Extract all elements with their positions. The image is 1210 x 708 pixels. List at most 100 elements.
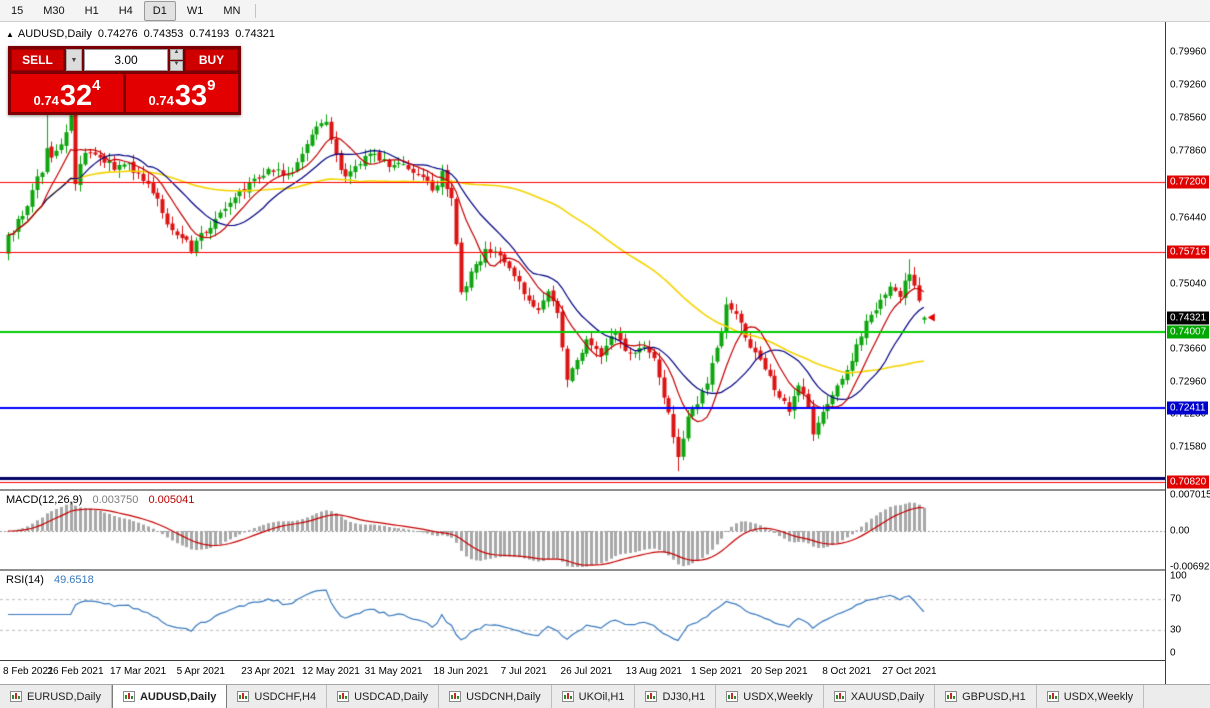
- sell-price-big: 32: [59, 80, 93, 112]
- chart-tab[interactable]: EURUSD,Daily: [0, 685, 112, 708]
- tab-label: XAUUSD,Daily: [850, 690, 925, 703]
- rsi-axis-label: 30: [1170, 624, 1182, 636]
- timeframe-button-d1[interactable]: D1: [143, 0, 176, 21]
- tab-label: AUDUSD,Daily: [139, 690, 217, 703]
- chart-tab[interactable]: AUDUSD,Daily: [111, 685, 228, 708]
- price-axis-badge: 0.75716: [1167, 245, 1210, 259]
- time-axis-label: 26 Jul 2021: [560, 666, 613, 677]
- timeframe-button-m30[interactable]: M30: [43, 4, 65, 17]
- sell-price-prefix: 0.74: [33, 93, 59, 108]
- tab-chart-icon: [337, 691, 350, 702]
- tab-chart-icon: [726, 691, 739, 702]
- volume-decrement-button[interactable]: ▼: [170, 60, 183, 71]
- tab-label: USDX,Weekly: [1063, 690, 1134, 703]
- sell-price-display[interactable]: 0.74 32 4: [11, 74, 123, 112]
- macd-axis-label: 0.007015: [1170, 489, 1210, 501]
- price-axis-label: 0.72960: [1170, 376, 1207, 388]
- chart-tab[interactable]: UKOil,H1: [552, 685, 636, 708]
- time-axis-label: 8 Feb 2021: [3, 666, 54, 677]
- volume-dropdown-button[interactable]: ▼: [66, 49, 82, 71]
- tab-chart-icon: [833, 691, 846, 702]
- macd-panel[interactable]: [0, 491, 1165, 569]
- tab-label: USDX,Weekly: [743, 690, 813, 703]
- chart-tab[interactable]: USDCNH,Daily: [439, 685, 552, 708]
- rsi-axis-label: 100: [1170, 570, 1187, 582]
- chart-window: ▲ AUDUSD,Daily 0.74276 0.74353 0.74193 0…: [0, 22, 1210, 684]
- price-axis-label: 0.77860: [1170, 145, 1207, 157]
- timeframe-button-w1[interactable]: W1: [186, 4, 204, 17]
- chart-tab[interactable]: USDX,Weekly: [716, 685, 824, 708]
- timeframe-button-mn[interactable]: MN: [223, 4, 241, 17]
- sell-button[interactable]: SELL: [11, 49, 64, 71]
- volume-increment-button[interactable]: ▲: [170, 49, 183, 60]
- rsi-panel[interactable]: [0, 571, 1165, 659]
- panel-separator[interactable]: [0, 489, 1210, 491]
- price-axis-badge: 0.74007: [1167, 325, 1210, 339]
- time-axis-label: 17 Mar 2021: [110, 666, 167, 677]
- volume-input[interactable]: [84, 49, 168, 71]
- tab-chart-icon: [561, 691, 574, 702]
- tab-chart-icon: [645, 691, 658, 702]
- toolbar-separator: [255, 3, 257, 18]
- chart-tab[interactable]: USDCAD,Daily: [327, 685, 440, 708]
- time-axis-label: 23 Apr 2021: [241, 666, 296, 677]
- tab-chart-icon: [1046, 691, 1059, 702]
- price-axis-label: 0.79960: [1170, 46, 1207, 58]
- time-axis-label: 18 Jun 2021: [433, 666, 489, 677]
- price-axis-label: 0.75040: [1170, 278, 1207, 290]
- panel-separator[interactable]: [0, 569, 1210, 571]
- price-axis[interactable]: 0.79960 0.79260 0.78560 0.77860 0.76440 0.750…: [1165, 22, 1210, 684]
- time-axis-label: 8 Oct 2021: [822, 666, 872, 677]
- tab-chart-icon: [237, 691, 250, 702]
- chart-tab[interactable]: USDCHF,H4: [227, 685, 328, 708]
- rsi-label-text: RSI(14): [6, 574, 44, 586]
- tab-chart-icon: [945, 691, 958, 702]
- tab-label: USDCAD,Daily: [354, 690, 429, 703]
- tab-chart-icon: [449, 691, 462, 702]
- tab-label: USDCNH,Daily: [466, 690, 541, 703]
- macd-main-value: 0.003750: [92, 494, 139, 506]
- time-axis-label: 27 Oct 2021: [882, 666, 937, 677]
- chart-tab-bar: EURUSD,Daily AUDUSD,Daily USDCHF,H4 USDCAD,…: [0, 684, 1210, 708]
- timeframe-button-h4[interactable]: H4: [118, 4, 133, 17]
- chart-tab[interactable]: XAUUSD,Daily: [824, 685, 936, 708]
- sell-price-sup: 4: [92, 77, 101, 94]
- price-axis-badge: 0.74321: [1167, 311, 1210, 325]
- time-axis-label: 31 May 2021: [364, 666, 423, 677]
- chart-ohlc-header: ▲ AUDUSD,Daily 0.74276 0.74353 0.74193 0…: [6, 28, 275, 40]
- chart-tab[interactable]: DJ30,H1: [635, 685, 717, 708]
- time-axis-label: 20 Sep 2021: [750, 666, 808, 677]
- buy-price-sup: 9: [207, 77, 216, 94]
- rsi-value: 49.6518: [53, 574, 94, 586]
- volume-stepper: ▲ ▼: [170, 49, 183, 71]
- macd-axis-label: -0.006923: [1170, 561, 1210, 573]
- tab-label: UKOil,H1: [578, 690, 625, 703]
- macd-axis-label: 0.00: [1170, 525, 1190, 537]
- symbol-label: AUDUSD,Daily: [17, 28, 92, 40]
- ohlc-high: 0.74353: [143, 28, 184, 40]
- buy-button[interactable]: BUY: [185, 49, 238, 71]
- timeframe-toolbar: 15 M30 H1 H4 D1 W1 MN: [0, 0, 1210, 22]
- tab-chart-icon: [10, 691, 22, 702]
- timeframe-button-15[interactable]: 15: [11, 4, 24, 17]
- chart-tab[interactable]: USDX,Weekly: [1037, 685, 1145, 708]
- ohlc-close: 0.74321: [235, 28, 275, 40]
- tab-label: DJ30,H1: [662, 690, 706, 703]
- time-axis-label: 7 Jul 2021: [500, 666, 547, 677]
- price-axis-badge: 0.72411: [1167, 401, 1209, 414]
- one-click-trading-panel: SELL ▼ ▲ ▼ BUY 0.74 32 4 0.74 33 9: [8, 46, 241, 115]
- tab-chart-icon: [122, 691, 135, 702]
- macd-indicator-label: MACD(12,26,9) 0.003750 0.005041: [6, 494, 194, 506]
- buy-price-display[interactable]: 0.74 33 9: [126, 74, 238, 112]
- buy-price-big: 33: [174, 80, 208, 112]
- time-axis[interactable]: 8 Feb 2021 26 Feb 2021 17 Mar 2021 5 Apr 20…: [0, 660, 1165, 684]
- time-axis-label: 5 Apr 2021: [176, 666, 225, 677]
- ohlc-open: 0.74276: [97, 28, 138, 40]
- chart-tab[interactable]: GBPUSD,H1: [935, 685, 1037, 708]
- time-axis-label: 26 Feb 2021: [47, 666, 104, 677]
- timeframe-button-h1[interactable]: H1: [84, 4, 99, 17]
- ohlc-low: 0.74193: [189, 28, 230, 40]
- price-axis-label: 0.73660: [1170, 343, 1207, 355]
- macd-label-text: MACD(12,26,9): [6, 494, 83, 506]
- chevron-down-icon: ▼: [70, 56, 78, 64]
